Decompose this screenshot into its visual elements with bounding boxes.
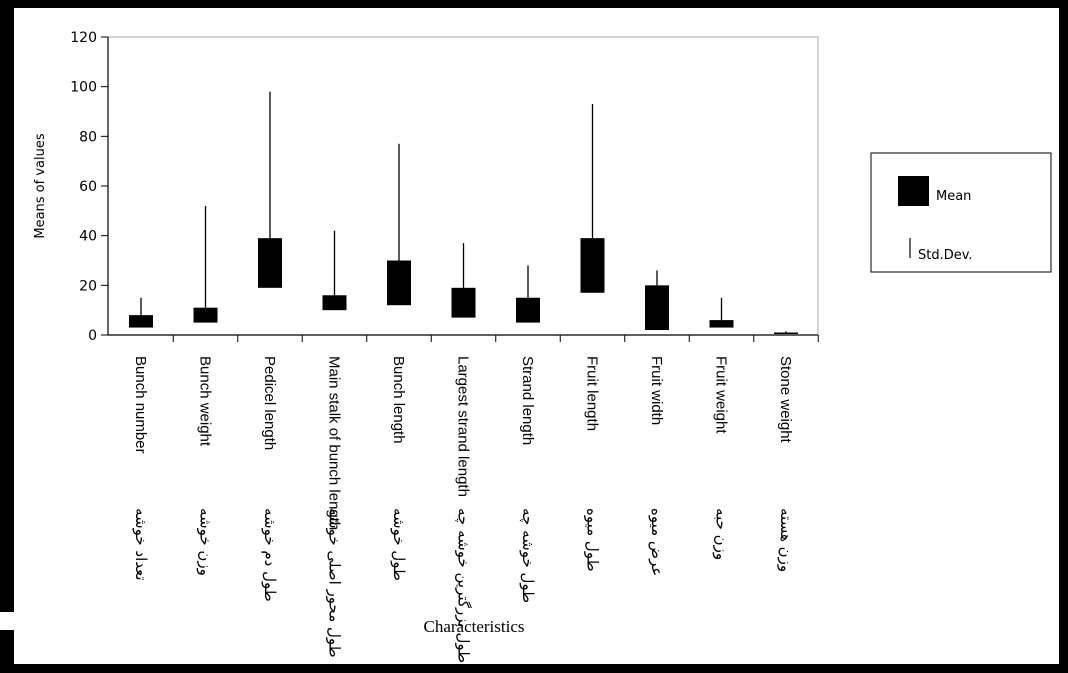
- category-label-en: Fruit length: [584, 356, 601, 431]
- mean-box: [516, 297, 540, 323]
- category-label-en: Bunch length: [390, 356, 407, 444]
- x-axis-title: Characteristics: [423, 617, 524, 636]
- category-label-en: Stone weight: [777, 356, 794, 444]
- y-tick-label: 40: [79, 229, 97, 245]
- mean-box: [580, 238, 605, 293]
- category-label-fa: طول خوشه چه: [519, 508, 537, 603]
- category-labels: Bunch number تعداد خوشه Bunch weight وزن خو…: [132, 356, 795, 663]
- category-label-fa: وزن هسته: [777, 508, 795, 572]
- mean-box: [709, 320, 734, 328]
- category-label-en: Fruit width: [648, 356, 665, 425]
- frame-bottom-border: [0, 664, 1068, 673]
- frame-right-border: [1059, 0, 1068, 673]
- frame-left-border-top: [0, 0, 14, 612]
- mean-box: [451, 287, 476, 318]
- y-tick-label: 20: [79, 278, 97, 294]
- category-label-en: Pedicel length: [261, 356, 278, 450]
- y-tick-label: 80: [79, 129, 97, 145]
- y-axis: 0 20 40 60 80 100 120: [70, 30, 819, 344]
- mean-box: [193, 307, 218, 323]
- frame-left-border-bottom: [0, 630, 14, 673]
- y-tick-label: 100: [70, 80, 97, 96]
- box-marks: [129, 91, 798, 335]
- mean-box: [258, 238, 282, 288]
- category-label-en: Bunch number: [132, 356, 149, 454]
- y-tick-label: 120: [70, 30, 97, 46]
- frame-top-border: [0, 0, 1068, 8]
- category-label-fa: طول محور اصلی خوشه: [326, 508, 344, 658]
- mean-box: [645, 285, 669, 331]
- legend-mean-label: Mean: [936, 189, 971, 204]
- category-label-fa: وزن خوشه: [197, 508, 215, 576]
- category-label-fa: وزن حبه: [713, 508, 731, 560]
- mean-box: [129, 315, 153, 328]
- y-tick-label: 0: [88, 328, 97, 344]
- category-label-fa: طول میوه: [584, 508, 602, 572]
- category-label-fa: عرض میوه: [648, 508, 666, 576]
- y-axis-title: Means of values: [33, 133, 48, 238]
- category-label-en: Largest strand length: [455, 356, 472, 497]
- legend: Mean Std.Dev.: [870, 152, 1052, 273]
- legend-mean-swatch: [898, 176, 929, 206]
- category-label-en: Main stalk of bunch length: [326, 356, 343, 530]
- legend-box: [870, 152, 1052, 273]
- category-label-en: Strand length: [519, 356, 536, 445]
- mean-box: [774, 332, 798, 335]
- mean-box: [322, 295, 347, 311]
- mean-box: [387, 260, 411, 306]
- category-label-fa: طول دم خوشه: [261, 508, 279, 602]
- category-label-en: Bunch weight: [197, 356, 214, 447]
- category-label-fa: تعداد خوشه: [132, 508, 150, 581]
- category-label-fa: طول بزرگترین خوشه چه: [455, 508, 473, 663]
- category-label-fa: طول خوشه: [390, 508, 408, 581]
- y-tick-label: 60: [79, 179, 97, 195]
- legend-stddev-label: Std.Dev.: [918, 248, 973, 263]
- category-label-en: Fruit weight: [713, 356, 730, 434]
